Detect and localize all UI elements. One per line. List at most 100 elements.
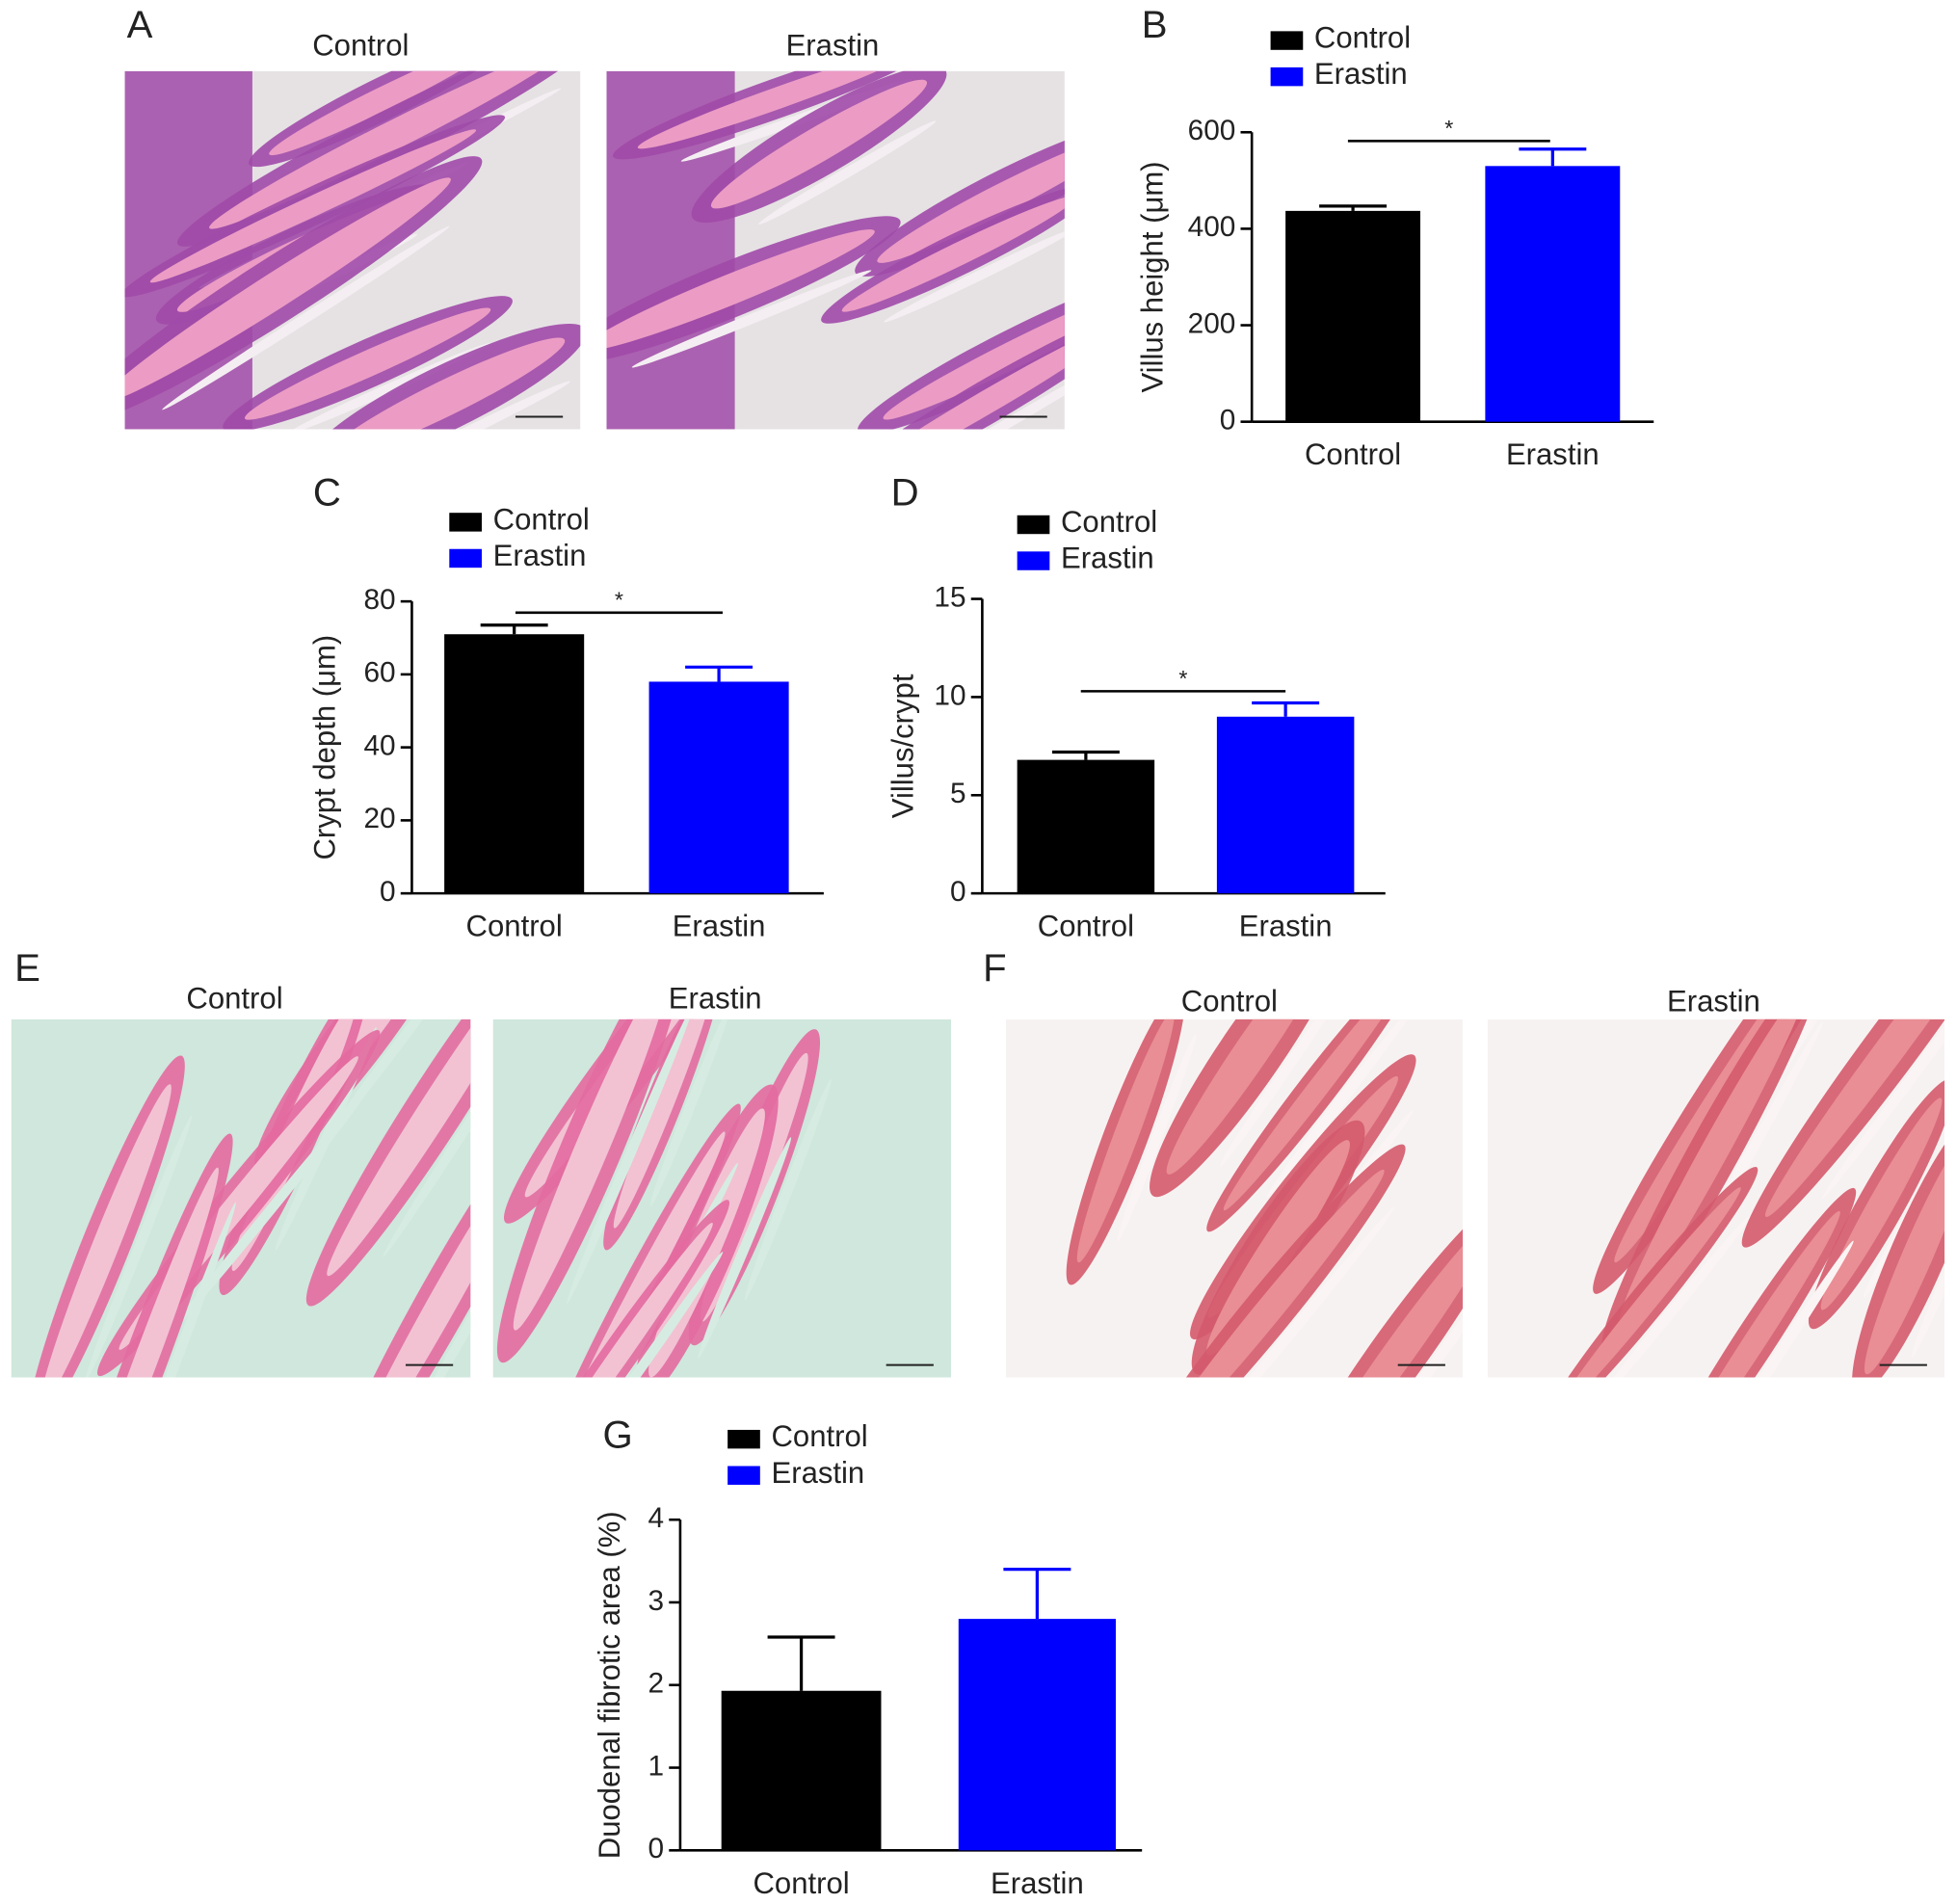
significance-mark: * — [1178, 666, 1187, 691]
image-caption: Control — [312, 28, 409, 62]
panel-letter: E — [14, 946, 40, 990]
legend-swatch — [1270, 31, 1304, 50]
legend-label: Erastin — [771, 1456, 864, 1490]
villus-core — [1076, 1018, 1175, 1263]
villus-core — [1670, 1210, 1840, 1378]
micrograph — [11, 1018, 471, 1378]
panel-letter: F — [983, 946, 1007, 990]
lumen — [383, 1018, 471, 1257]
error-bar — [1003, 1568, 1071, 1620]
lumen — [85, 1115, 193, 1378]
villus-core — [1619, 1018, 1808, 1323]
y-tick-label: 3 — [648, 1585, 665, 1617]
lumen — [631, 270, 872, 368]
legend-label: Control — [1314, 21, 1411, 55]
error-bar — [767, 1635, 835, 1691]
villus-core — [637, 70, 919, 149]
lumen — [895, 356, 1065, 430]
x-tick-label: Control — [1305, 437, 1401, 471]
villus-core — [613, 1018, 714, 1229]
villus-core — [710, 79, 928, 209]
legend-swatch — [1017, 515, 1050, 535]
bar — [444, 634, 585, 894]
bar — [648, 681, 789, 894]
bar — [958, 1619, 1116, 1851]
legend-swatch — [449, 548, 482, 569]
y-tick-label: 15 — [934, 581, 965, 613]
y-tick-label: 1 — [648, 1750, 665, 1782]
x-tick-label: Erastin — [673, 910, 766, 943]
lumen — [1203, 1206, 1395, 1378]
x-tick-label: Control — [1038, 910, 1134, 943]
villus-core — [1820, 1097, 1943, 1310]
villus-core — [1304, 1215, 1464, 1378]
bar — [1216, 716, 1355, 894]
image-caption: Erastin — [1667, 984, 1760, 1018]
micrograph — [492, 1018, 952, 1378]
panel-letter: G — [603, 1413, 633, 1456]
panel-letter: D — [891, 471, 919, 515]
villus-core — [1206, 1140, 1350, 1356]
micrograph — [606, 70, 1065, 430]
villus-core — [877, 133, 1065, 263]
y-tick-label: 40 — [363, 730, 395, 762]
image-caption: Control — [186, 982, 282, 1016]
micrograph — [1487, 1018, 1945, 1378]
legend-swatch — [727, 1429, 760, 1449]
villus-core — [606, 229, 875, 351]
villus-core — [269, 70, 498, 156]
bar — [721, 1690, 882, 1851]
error-bar — [480, 623, 548, 635]
bar — [1485, 166, 1621, 422]
villus-core — [1764, 1018, 1945, 1217]
panel-letter: C — [313, 471, 341, 515]
significance-mark: * — [1444, 116, 1453, 141]
lumen — [1117, 1033, 1197, 1242]
micrograph — [1005, 1018, 1464, 1378]
villus-core — [327, 1018, 471, 1277]
y-axis-label: Villus/crypt — [886, 674, 919, 818]
lumen — [567, 1018, 695, 1304]
y-tick-label: 600 — [1188, 115, 1236, 146]
villus-core — [1166, 1018, 1337, 1175]
panel-letter: A — [127, 3, 153, 46]
panel-letter: B — [1142, 3, 1168, 46]
image-caption: Erastin — [669, 982, 762, 1016]
y-tick-label: 0 — [950, 876, 966, 908]
y-tick-label: 400 — [1188, 211, 1236, 243]
lumen — [884, 227, 1065, 323]
y-tick-label: 80 — [363, 584, 395, 616]
villus-core — [531, 1222, 713, 1378]
lumen — [169, 1093, 366, 1335]
villus-core — [40, 1084, 172, 1378]
villus-core — [1223, 1018, 1410, 1211]
villus-core — [1554, 1187, 1741, 1378]
lumen — [162, 225, 450, 410]
lumen — [1356, 1252, 1464, 1378]
villus-core — [883, 277, 1065, 420]
legend-label: Control — [493, 502, 590, 536]
y-tick-label: 20 — [363, 803, 395, 834]
legend-label: Erastin — [1314, 57, 1408, 91]
x-tick-label: Erastin — [991, 1866, 1084, 1900]
villus-core — [244, 307, 491, 420]
bar — [1017, 759, 1155, 894]
villus-core — [1864, 1132, 1945, 1375]
lumen — [1714, 1240, 1854, 1378]
legend-swatch — [1270, 66, 1304, 87]
error-bar — [1519, 147, 1587, 167]
villus-core — [124, 177, 451, 403]
villus-core — [73, 1167, 219, 1378]
y-tick-label: 10 — [934, 679, 965, 711]
error-bar — [1319, 204, 1388, 211]
bar — [1285, 210, 1421, 422]
villus-core — [513, 1018, 671, 1331]
legend-swatch — [1017, 551, 1050, 570]
legend-label: Control — [1061, 505, 1157, 539]
legend-swatch — [727, 1466, 760, 1485]
lumen — [373, 381, 570, 430]
lumen — [322, 1018, 466, 1145]
lumen — [1266, 1018, 1419, 1198]
lumen — [1597, 1215, 1751, 1378]
